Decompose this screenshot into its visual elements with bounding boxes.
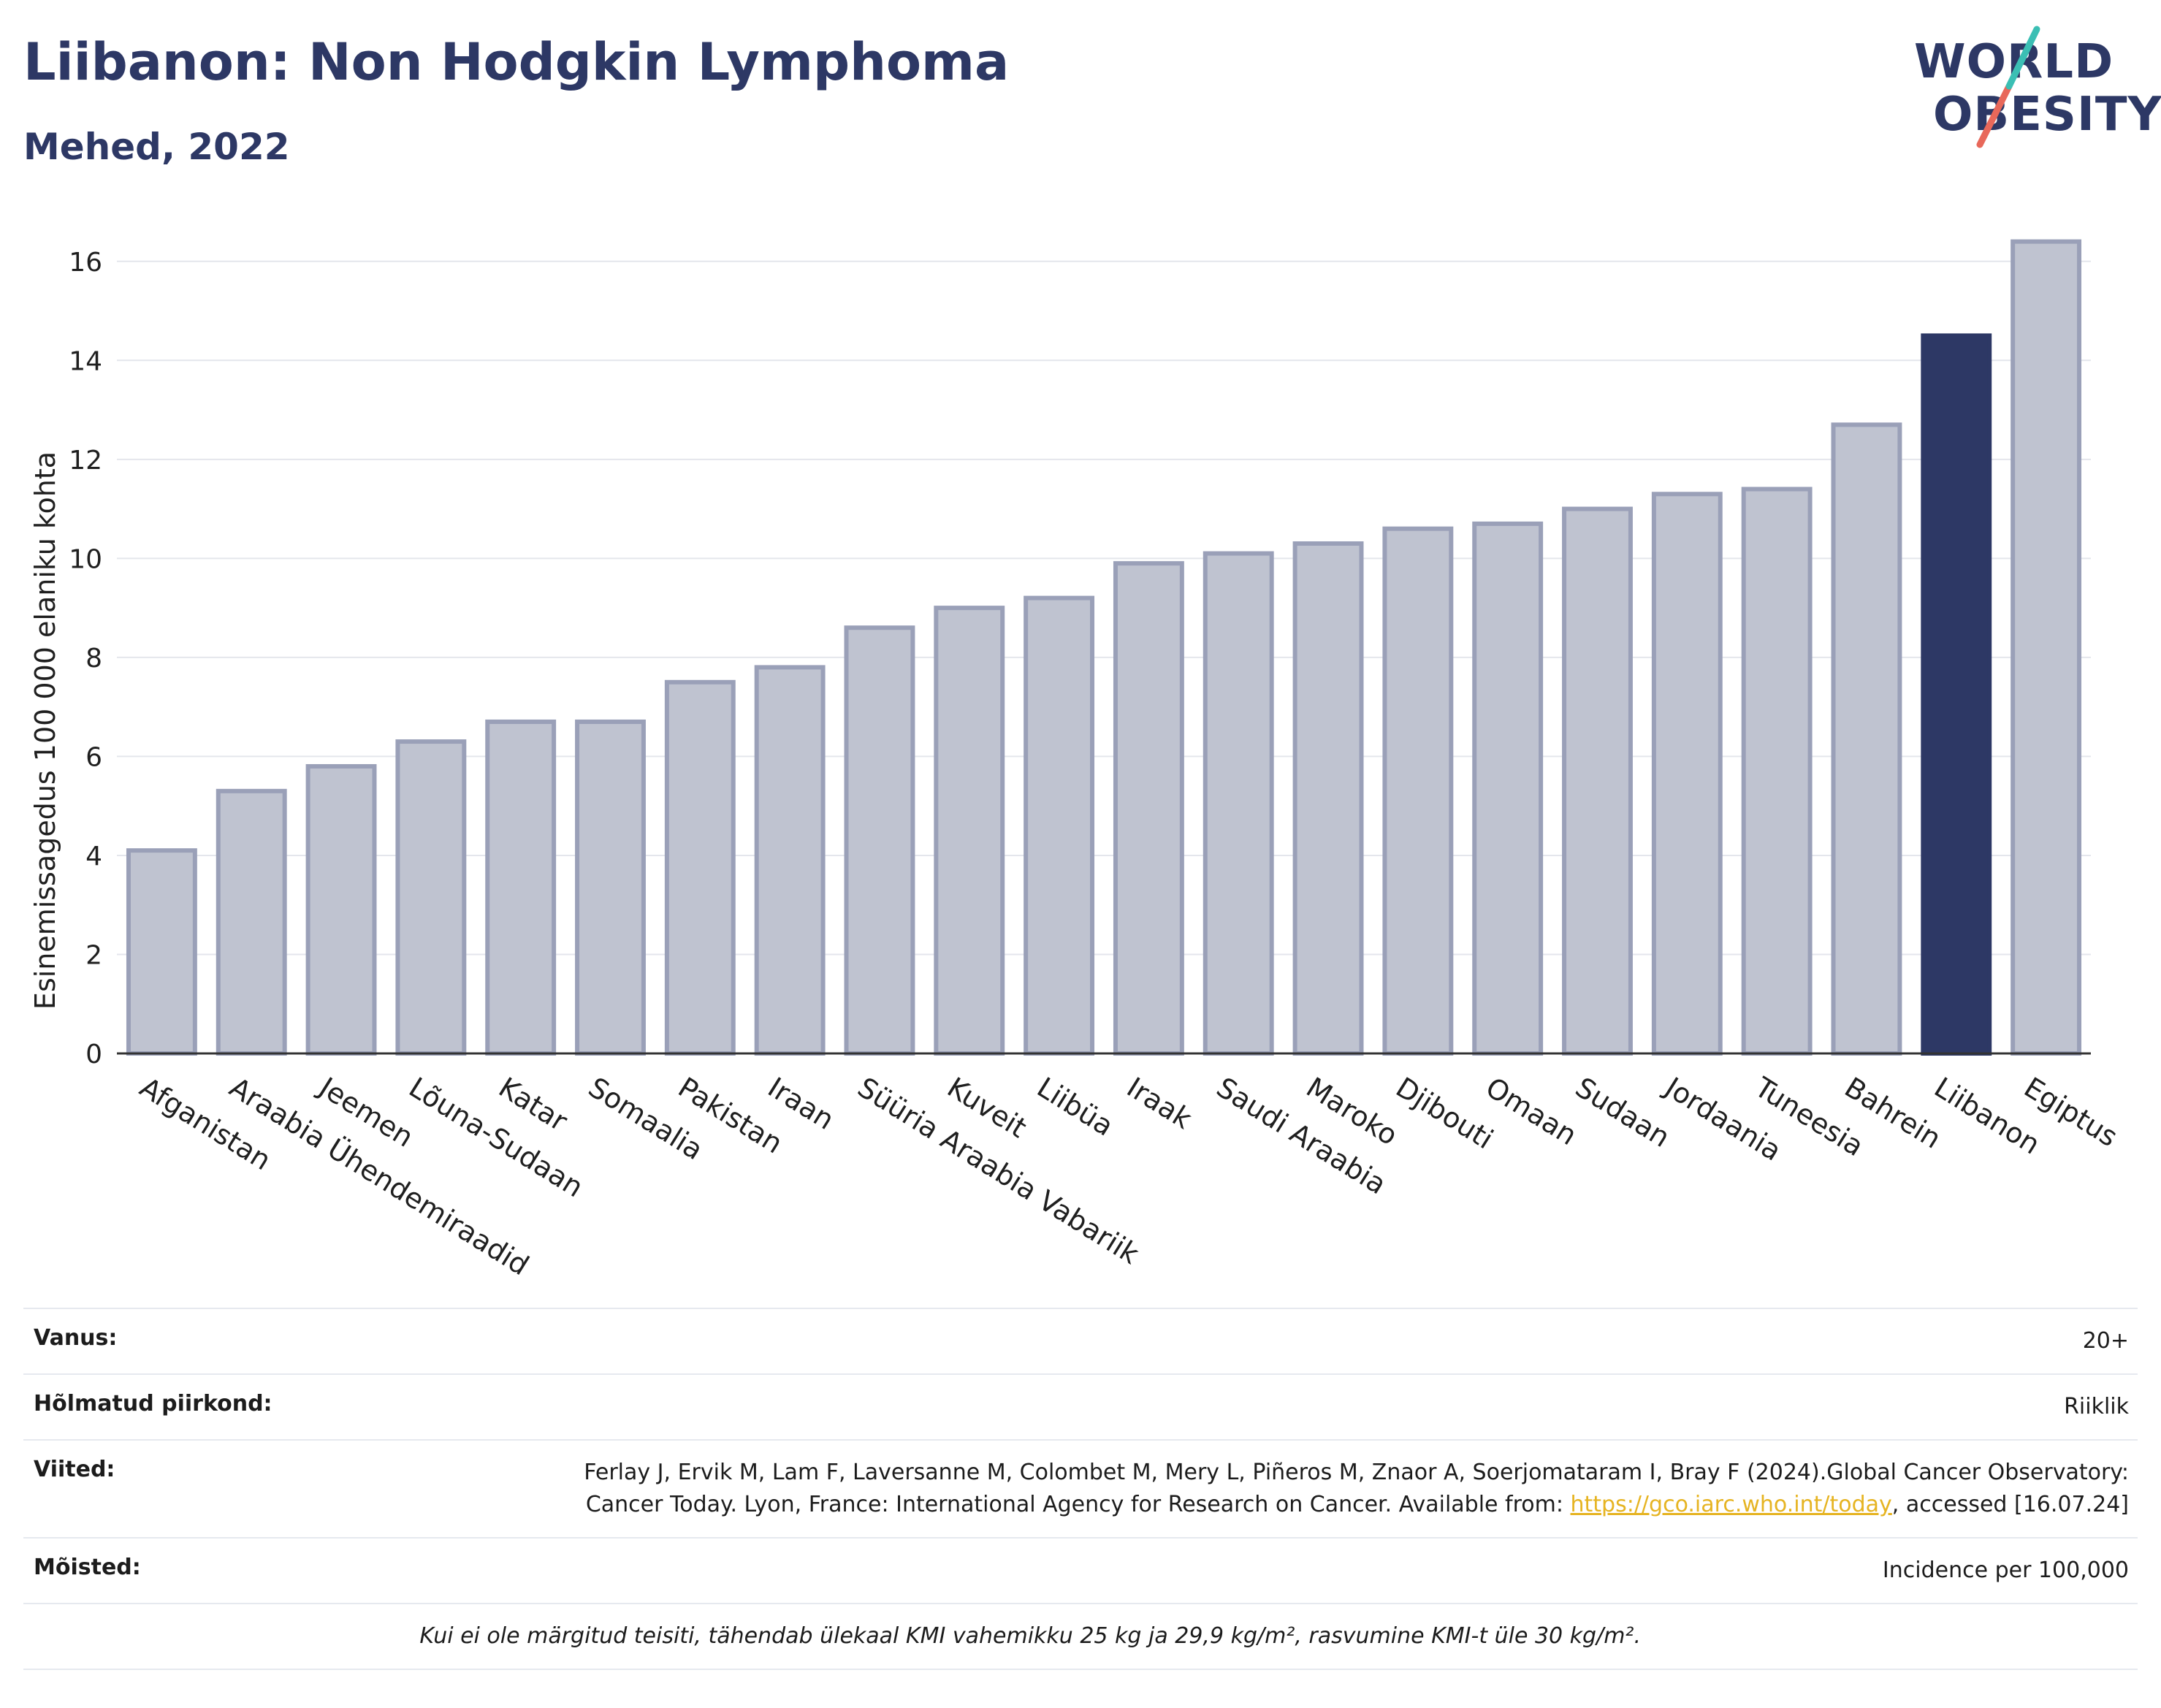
bar-saudi-araabia[interactable] bbox=[1203, 551, 1274, 1056]
bar-iraan[interactable] bbox=[754, 665, 826, 1056]
coverage-value: Riiklik bbox=[2064, 1394, 2129, 1419]
bar-omaan[interactable] bbox=[1472, 521, 1544, 1056]
references-link[interactable]: https://gco.iarc.who.int/today bbox=[1570, 1492, 1892, 1517]
y-tick-label: 0 bbox=[85, 1040, 102, 1070]
x-tick-label: Liibüa bbox=[1032, 1071, 1119, 1143]
bar-pakistan[interactable] bbox=[664, 679, 736, 1056]
page-subtitle: Mehed, 2022 bbox=[23, 126, 290, 168]
references-value: Ferlay J, Ervik M, Lam F, Laversanne M, … bbox=[522, 1457, 2129, 1521]
bar-liib-a[interactable] bbox=[1024, 595, 1095, 1056]
x-tick-label: Sudaan bbox=[1570, 1071, 1676, 1154]
references-label: Viited: bbox=[34, 1457, 115, 1482]
age-value: 20+ bbox=[2082, 1328, 2129, 1354]
x-tick-label: Lõuna-Sudaan bbox=[403, 1071, 589, 1203]
bar-tuneesia[interactable] bbox=[1741, 487, 1813, 1056]
bar-liibanon[interactable] bbox=[1921, 333, 1992, 1056]
bar-djibouti[interactable] bbox=[1382, 526, 1454, 1056]
logo-line2: OBESITY bbox=[1933, 88, 2161, 142]
age-label: Vanus: bbox=[34, 1325, 118, 1351]
y-tick-label: 16 bbox=[69, 248, 102, 278]
logo-slash-icon bbox=[1976, 26, 2040, 148]
bar-l-una-sudaan[interactable] bbox=[395, 739, 467, 1056]
bar-bahrein[interactable] bbox=[1831, 422, 1902, 1056]
bmi-note: Kui ei ole märgitud teisiti, tähendab ül… bbox=[419, 1623, 1641, 1649]
references-tail: , accessed [16.07.24] bbox=[1891, 1492, 2129, 1517]
bar-sudaan[interactable] bbox=[1562, 506, 1633, 1056]
bar-jordaania[interactable] bbox=[1651, 492, 1723, 1056]
page-title: Liibanon: Non Hodgkin Lymphoma bbox=[23, 32, 1010, 92]
y-tick-label: 2 bbox=[85, 940, 102, 970]
bar-jeemen[interactable] bbox=[305, 763, 377, 1056]
x-tick-label: Omaan bbox=[1480, 1071, 1582, 1151]
info-row-references: Viited: Ferlay J, Ervik M, Lam F, Lavers… bbox=[23, 1439, 2138, 1537]
y-tick-label: 4 bbox=[85, 842, 102, 872]
x-tick-label: Iraak bbox=[1121, 1071, 1197, 1135]
bar-kuveit[interactable] bbox=[934, 606, 1005, 1056]
info-row-note: Kui ei ole märgitud teisiti, tähendab ül… bbox=[23, 1603, 2138, 1670]
y-tick-label: 6 bbox=[85, 742, 102, 772]
definitions-label: Mõisted: bbox=[34, 1555, 141, 1580]
definitions-value: Incidence per 100,000 bbox=[1882, 1558, 2129, 1583]
y-tick-label: 10 bbox=[69, 544, 102, 574]
references-text: Ferlay J, Ervik M, Lam F, Laversanne M, … bbox=[584, 1460, 2129, 1517]
info-row-coverage: Hõlmatud piirkond: Riiklik bbox=[23, 1373, 2138, 1439]
world-obesity-logo[interactable]: WORLD OBESITY bbox=[1899, 20, 2161, 159]
bar-s-ria-araabia-vabariik[interactable] bbox=[844, 625, 915, 1056]
y-tick-label: 14 bbox=[69, 346, 102, 376]
info-row-definitions: Mõisted: Incidence per 100,000 bbox=[23, 1537, 2138, 1603]
info-table: Vanus: 20+ Hõlmatud piirkond: Riiklik Vi… bbox=[23, 1308, 2138, 1670]
info-row-age: Vanus: 20+ bbox=[23, 1308, 2138, 1373]
bar-katar[interactable] bbox=[485, 719, 557, 1056]
bar-maroko[interactable] bbox=[1292, 541, 1364, 1056]
y-axis-label: Esinemissagedus 100 000 elaniku kohta bbox=[29, 451, 61, 1010]
bar-araabia-hendemiraadid[interactable] bbox=[216, 788, 287, 1056]
x-tick-label: Djibouti bbox=[1390, 1071, 1498, 1155]
coverage-label: Hõlmatud piirkond: bbox=[34, 1391, 272, 1417]
bar-somaalia[interactable] bbox=[575, 719, 646, 1056]
y-tick-label: 12 bbox=[69, 446, 102, 476]
bar-iraak[interactable] bbox=[1113, 561, 1184, 1056]
bar-egiptus[interactable] bbox=[2011, 239, 2082, 1056]
bar-afganistan[interactable] bbox=[126, 848, 197, 1056]
y-tick-label: 8 bbox=[85, 644, 102, 674]
